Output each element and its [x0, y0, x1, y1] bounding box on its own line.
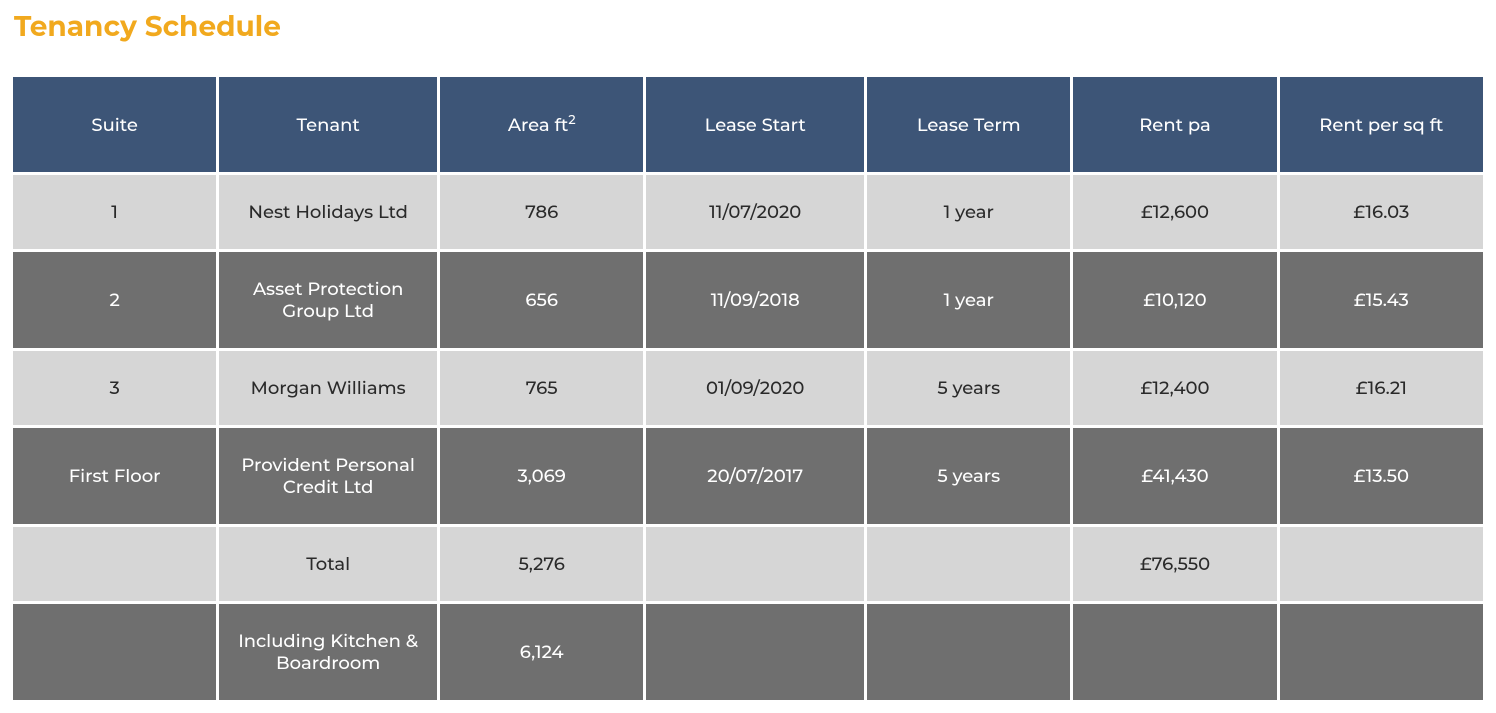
- col-header-lease-start: Lease Start: [646, 77, 864, 172]
- cell-suite: [13, 527, 216, 601]
- table-row: First Floor Provident Personal Credit Lt…: [13, 428, 1483, 524]
- cell-suite: [13, 604, 216, 700]
- cell-tenant: Including Kitchen & Boardroom: [219, 604, 437, 700]
- cell-area: 5,276: [440, 527, 643, 601]
- table-body: 1 Nest Holidays Ltd 786 11/07/2020 1 yea…: [13, 175, 1483, 700]
- cell-rent-sqft: £16.21: [1280, 351, 1483, 425]
- col-header-suite: Suite: [13, 77, 216, 172]
- cell-suite: 2: [13, 252, 216, 348]
- cell-suite: 1: [13, 175, 216, 249]
- cell-lease-start: 11/09/2018: [646, 252, 864, 348]
- cell-rent-sqft: [1280, 604, 1483, 700]
- cell-lease-start: [646, 527, 864, 601]
- col-header-rent-pa: Rent pa: [1073, 77, 1276, 172]
- page-title: Tenancy Schedule: [10, 10, 1486, 44]
- cell-area: 6,124: [440, 604, 643, 700]
- cell-lease-start: 11/07/2020: [646, 175, 864, 249]
- col-header-tenant: Tenant: [219, 77, 437, 172]
- cell-rent-sqft: [1280, 527, 1483, 601]
- cell-rent-pa: £10,120: [1073, 252, 1276, 348]
- col-header-rent-sqft: Rent per sq ft: [1280, 77, 1483, 172]
- cell-lease-term: 1 year: [867, 252, 1070, 348]
- cell-area: 786: [440, 175, 643, 249]
- cell-rent-pa: £76,550: [1073, 527, 1276, 601]
- cell-lease-term: 5 years: [867, 428, 1070, 524]
- cell-lease-start: 20/07/2017: [646, 428, 864, 524]
- col-header-area: Area ft2: [440, 77, 643, 172]
- cell-tenant: Morgan Williams: [219, 351, 437, 425]
- cell-lease-term: [867, 604, 1070, 700]
- tenancy-table: Suite Tenant Area ft2 Lease Start Lease …: [10, 74, 1486, 703]
- cell-lease-start: 01/09/2020: [646, 351, 864, 425]
- cell-tenant: Total: [219, 527, 437, 601]
- cell-rent-pa: £12,600: [1073, 175, 1276, 249]
- table-row-total: Total 5,276 £76,550: [13, 527, 1483, 601]
- cell-suite: First Floor: [13, 428, 216, 524]
- cell-tenant: Asset Protection Group Ltd: [219, 252, 437, 348]
- cell-lease-term: 5 years: [867, 351, 1070, 425]
- table-row: 2 Asset Protection Group Ltd 656 11/09/2…: [13, 252, 1483, 348]
- cell-tenant: Nest Holidays Ltd: [219, 175, 437, 249]
- cell-lease-term: 1 year: [867, 175, 1070, 249]
- cell-area: 765: [440, 351, 643, 425]
- cell-lease-start: [646, 604, 864, 700]
- cell-lease-term: [867, 527, 1070, 601]
- cell-rent-sqft: £15.43: [1280, 252, 1483, 348]
- col-header-lease-term: Lease Term: [867, 77, 1070, 172]
- table-row-including: Including Kitchen & Boardroom 6,124: [13, 604, 1483, 700]
- cell-area: 3,069: [440, 428, 643, 524]
- cell-rent-pa: £41,430: [1073, 428, 1276, 524]
- cell-tenant: Provident Personal Credit Ltd: [219, 428, 437, 524]
- table-header-row: Suite Tenant Area ft2 Lease Start Lease …: [13, 77, 1483, 172]
- cell-suite: 3: [13, 351, 216, 425]
- cell-rent-pa: £12,400: [1073, 351, 1276, 425]
- cell-area: 656: [440, 252, 643, 348]
- table-row: 1 Nest Holidays Ltd 786 11/07/2020 1 yea…: [13, 175, 1483, 249]
- cell-rent-pa: [1073, 604, 1276, 700]
- table-row: 3 Morgan Williams 765 01/09/2020 5 years…: [13, 351, 1483, 425]
- cell-rent-sqft: £16.03: [1280, 175, 1483, 249]
- cell-rent-sqft: £13.50: [1280, 428, 1483, 524]
